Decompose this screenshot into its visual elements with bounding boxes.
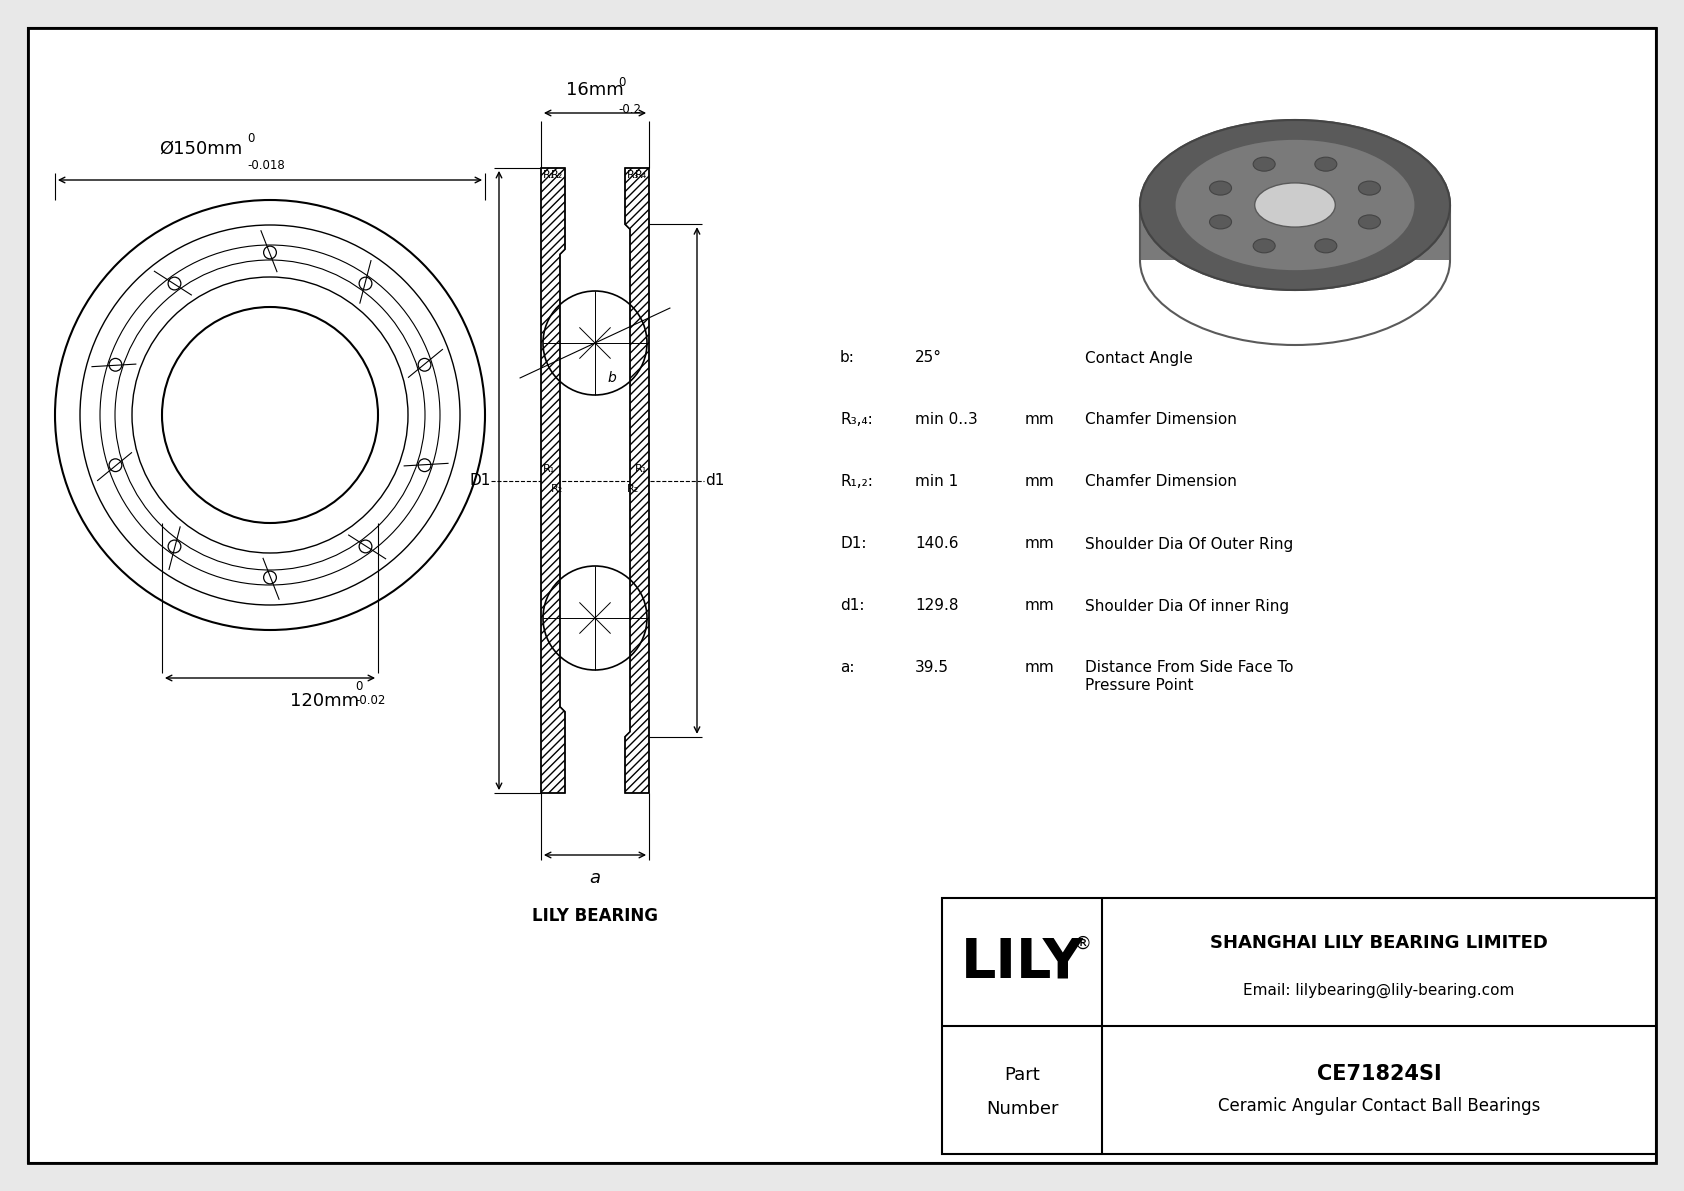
Text: 120mm: 120mm [290,692,359,710]
Text: Pressure Point: Pressure Point [1084,679,1194,693]
Text: min 0..3: min 0..3 [914,412,978,428]
Text: Chamfer Dimension: Chamfer Dimension [1084,412,1236,428]
Text: LILY BEARING: LILY BEARING [532,908,658,925]
Text: D1:: D1: [840,536,867,551]
Ellipse shape [1209,214,1231,229]
Ellipse shape [1359,214,1381,229]
Text: 39.5: 39.5 [914,661,950,675]
Ellipse shape [1140,120,1450,289]
Text: Ø150mm: Ø150mm [158,141,242,158]
Text: R₁: R₁ [542,170,556,180]
Text: d1:: d1: [840,599,864,613]
Text: SHANGHAI LILY BEARING LIMITED: SHANGHAI LILY BEARING LIMITED [1211,934,1548,952]
Text: R₃: R₃ [626,170,640,180]
Text: 0: 0 [618,76,625,89]
Text: mm: mm [1026,661,1054,675]
Text: -0.018: -0.018 [248,160,285,172]
Ellipse shape [1175,139,1415,270]
Text: -0.02: -0.02 [355,694,386,707]
Text: 0: 0 [248,132,254,145]
Text: d1: d1 [706,473,724,488]
Text: mm: mm [1026,599,1054,613]
Text: Shoulder Dia Of Outer Ring: Shoulder Dia Of Outer Ring [1084,536,1293,551]
Text: R₂: R₂ [551,485,562,494]
Text: 0: 0 [355,680,362,693]
Ellipse shape [1255,183,1335,227]
Text: Shoulder Dia Of inner Ring: Shoulder Dia Of inner Ring [1084,599,1290,613]
Polygon shape [1140,205,1450,260]
Ellipse shape [1315,239,1337,252]
Text: R₂: R₂ [626,485,640,494]
Polygon shape [625,168,648,793]
Text: mm: mm [1026,536,1054,551]
Ellipse shape [1359,181,1381,195]
Text: 16mm: 16mm [566,81,623,99]
Ellipse shape [1209,181,1231,195]
Text: LILY: LILY [960,935,1083,989]
Text: 129.8: 129.8 [914,599,958,613]
Text: -0.2: -0.2 [618,102,642,116]
Text: R₁: R₁ [635,464,647,474]
Text: Part: Part [1004,1066,1041,1084]
Text: 140.6: 140.6 [914,536,958,551]
Text: Distance From Side Face To: Distance From Side Face To [1084,661,1293,675]
Text: R₃,₄:: R₃,₄: [840,412,872,428]
Text: Chamfer Dimension: Chamfer Dimension [1084,474,1236,490]
Text: a:: a: [840,661,854,675]
Text: Ceramic Angular Contact Ball Bearings: Ceramic Angular Contact Ball Bearings [1218,1097,1541,1115]
Text: Number: Number [985,1100,1058,1118]
Text: mm: mm [1026,412,1054,428]
Text: ®: ® [1074,935,1091,953]
Text: D1: D1 [470,473,492,488]
Text: R₂: R₂ [551,170,562,180]
Text: R₁: R₁ [542,464,556,474]
Text: min 1: min 1 [914,474,958,490]
Ellipse shape [1253,157,1275,172]
Text: b:: b: [840,350,855,366]
Text: R₁,₂:: R₁,₂: [840,474,872,490]
Text: 25°: 25° [914,350,941,366]
Text: R₄: R₄ [635,170,647,180]
Text: mm: mm [1026,474,1054,490]
Polygon shape [541,168,566,793]
Text: Email: lilybearing@lily-bearing.com: Email: lilybearing@lily-bearing.com [1243,983,1514,998]
Text: Contact Angle: Contact Angle [1084,350,1192,366]
Ellipse shape [1253,239,1275,252]
Text: a: a [589,869,601,887]
Text: CE71824SI: CE71824SI [1317,1064,1442,1084]
Text: b: b [606,372,616,385]
Ellipse shape [1315,157,1337,172]
Bar [941,898,1655,1154]
